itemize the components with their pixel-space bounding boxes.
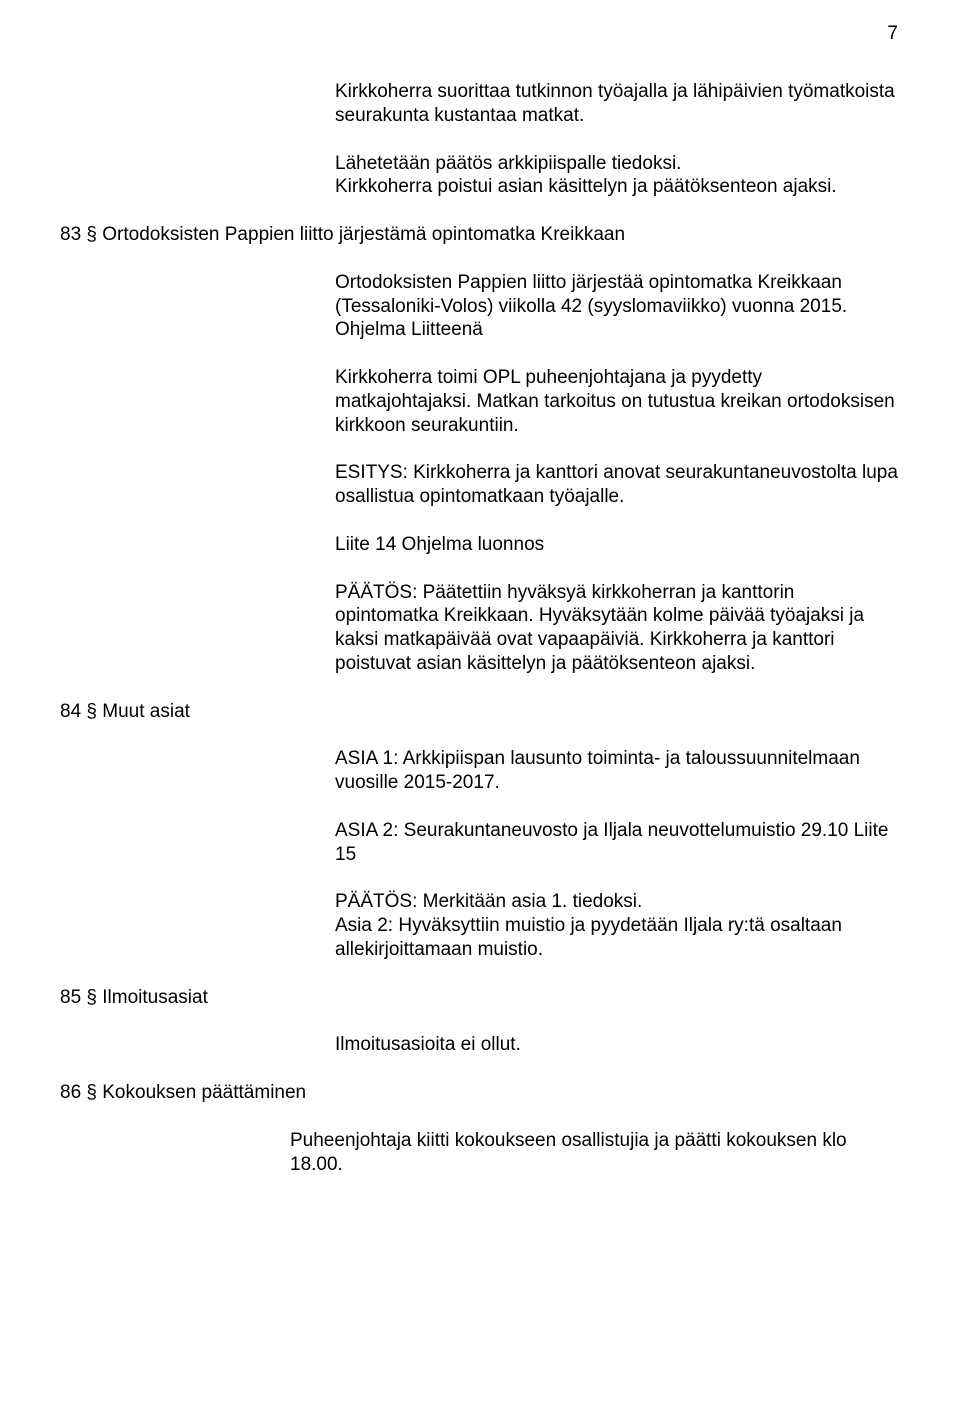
- paragraph: Lähetetään päätös arkkipiispalle tiedoks…: [335, 152, 898, 200]
- paragraph: Liite 14 Ohjelma luonnos: [335, 533, 898, 557]
- paragraph: Puheenjohtaja kiitti kokoukseen osallist…: [290, 1129, 898, 1177]
- paragraph: Kirkkoherra suorittaa tutkinnon työajall…: [335, 80, 898, 128]
- section-heading-84: 84 § Muut asiat: [60, 700, 898, 724]
- section-heading-83: 83 § Ortodoksisten Pappien liitto järjes…: [60, 223, 898, 247]
- paragraph: PÄÄTÖS: Merkitään asia 1. tiedoksi. Asia…: [335, 890, 898, 961]
- text-line: PÄÄTÖS: Merkitään asia 1. tiedoksi.: [335, 890, 898, 914]
- paragraph: Ortodoksisten Pappien liitto järjestää o…: [335, 271, 898, 342]
- section-heading-86: 86 § Kokouksen päättäminen: [60, 1081, 898, 1105]
- text-line: Lähetetään päätös arkkipiispalle tiedoks…: [335, 152, 898, 176]
- paragraph: ASIA 1: Arkkipiispan lausunto toiminta- …: [335, 747, 898, 795]
- paragraph: ESITYS: Kirkkoherra ja kanttori anovat s…: [335, 461, 898, 509]
- text-line: Kirkkoherra poistui asian käsittelyn ja …: [335, 175, 898, 199]
- section-heading-85: 85 § Ilmoitusasiat: [60, 986, 898, 1010]
- paragraph: ASIA 2: Seurakuntaneuvosto ja Iljala neu…: [335, 819, 898, 867]
- text-line: Asia 2: Hyväksyttiin muistio ja pyydetää…: [335, 914, 898, 962]
- paragraph: Kirkkoherra toimi OPL puheenjohtajana ja…: [335, 366, 898, 437]
- paragraph: Ilmoitusasioita ei ollut.: [335, 1033, 898, 1057]
- page-number: 7: [887, 22, 898, 46]
- page-content: Kirkkoherra suorittaa tutkinnon työajall…: [60, 80, 898, 1200]
- paragraph: PÄÄTÖS: Päätettiin hyväksyä kirkkoherran…: [335, 581, 898, 676]
- document-page: 7 Kirkkoherra suorittaa tutkinnon työaja…: [0, 0, 960, 1420]
